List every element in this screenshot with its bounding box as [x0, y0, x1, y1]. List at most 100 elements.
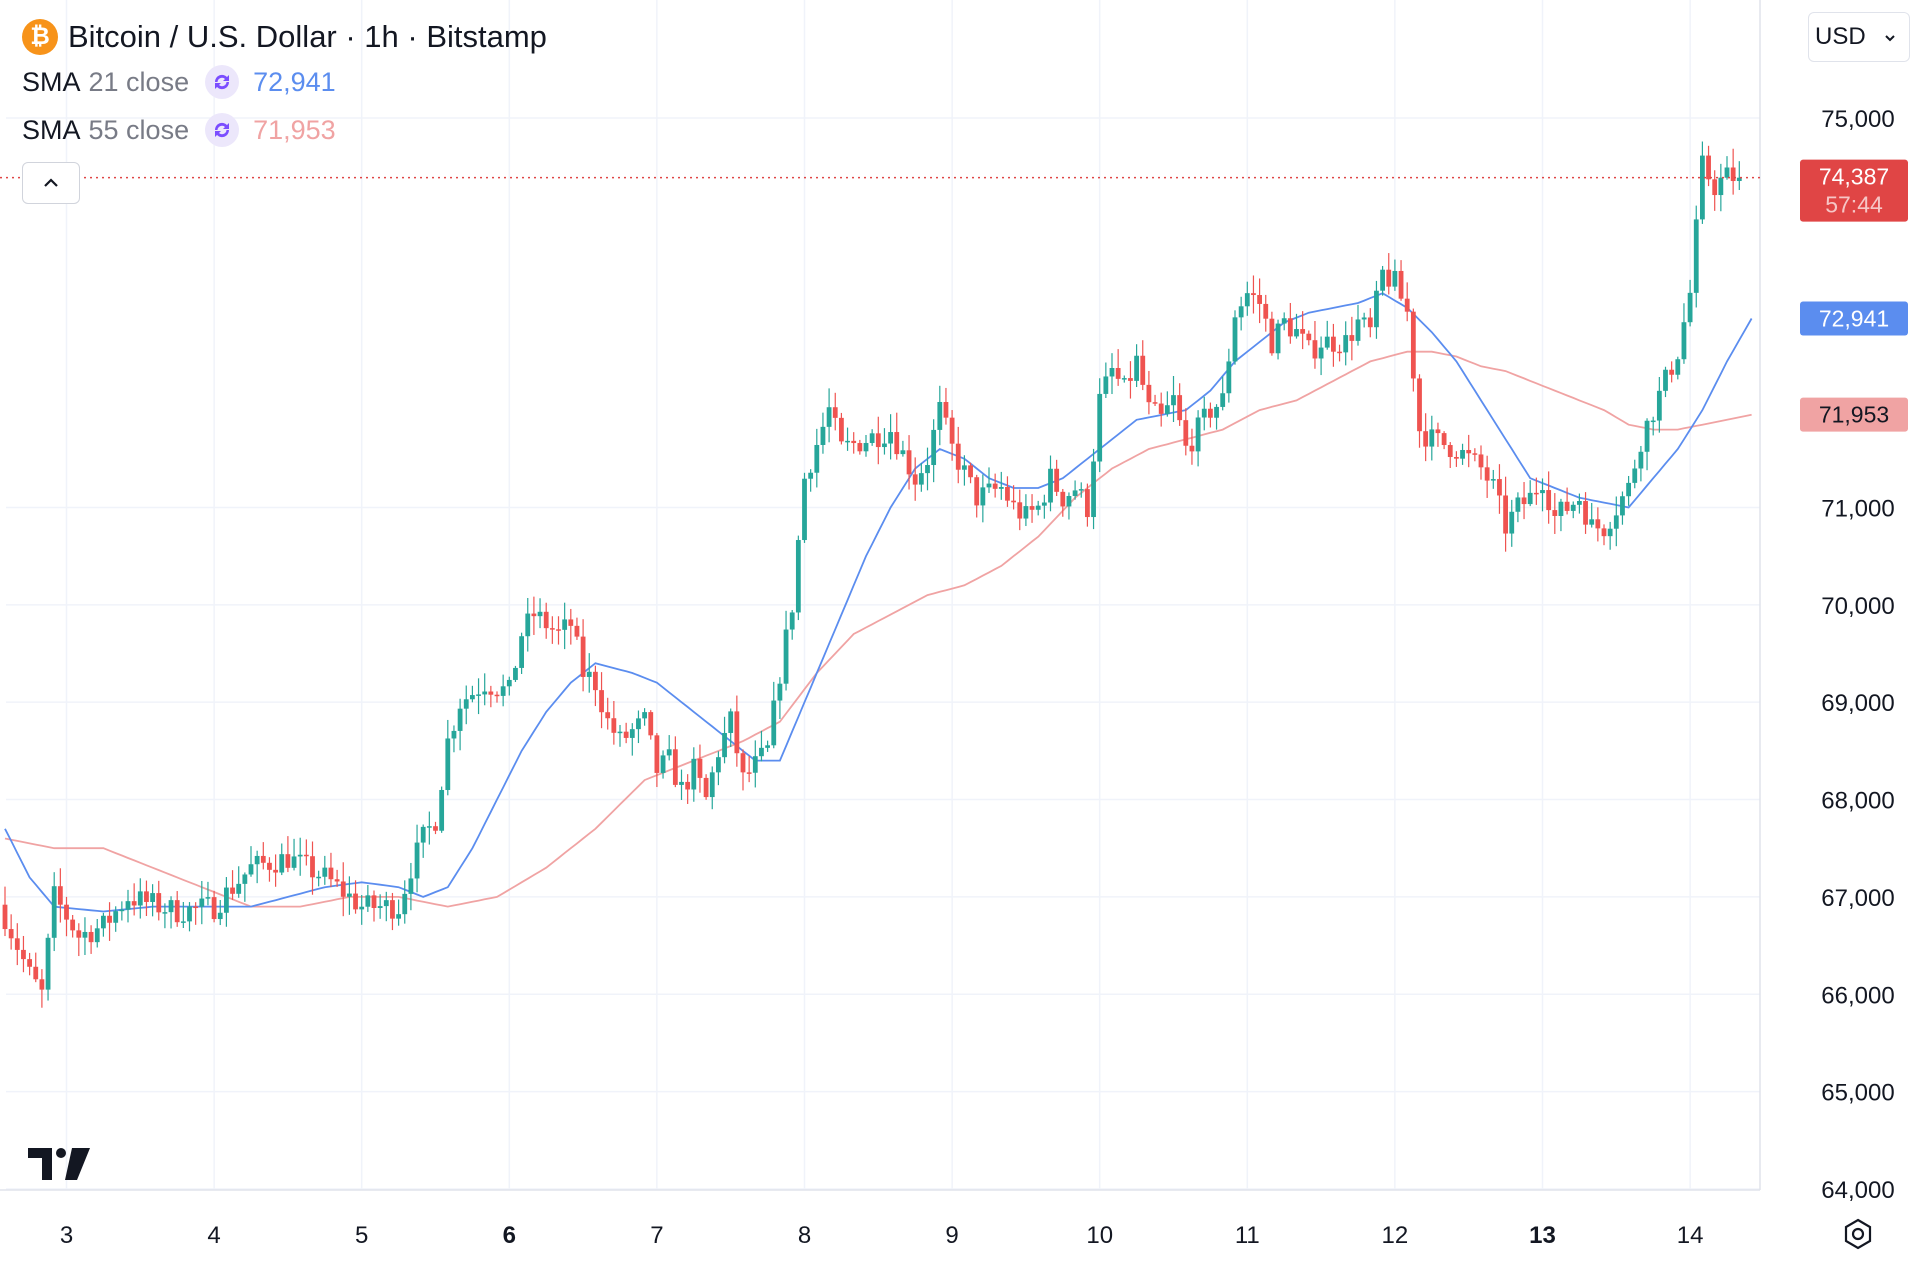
candle	[549, 616, 555, 644]
candle	[420, 824, 426, 858]
candle	[746, 755, 752, 783]
chevron-up-icon	[44, 178, 58, 187]
candle	[359, 894, 365, 925]
candle	[593, 665, 598, 707]
candle	[27, 952, 32, 976]
candle	[150, 884, 155, 917]
candle	[808, 469, 814, 492]
y-tick-label: 66,000	[1821, 982, 1894, 1009]
candle	[839, 412, 844, 445]
candle	[45, 933, 51, 1001]
candle	[1577, 493, 1582, 514]
y-tick-label: 68,000	[1821, 788, 1894, 815]
candle	[144, 880, 149, 916]
candle	[408, 862, 414, 911]
x-tick-label: 12	[1382, 1222, 1409, 1249]
refresh-icon[interactable]	[205, 113, 240, 147]
candle	[937, 385, 943, 446]
candle	[1263, 294, 1269, 332]
candle	[230, 870, 235, 900]
candle	[1361, 312, 1367, 328]
candle	[119, 901, 125, 921]
candle	[402, 880, 408, 924]
indicator-sma21[interactable]: SMA 21 close 72,941	[22, 58, 547, 106]
y-tick-label: 65,000	[1821, 1080, 1894, 1107]
candle	[162, 903, 168, 929]
candle	[1232, 310, 1238, 365]
candle	[617, 724, 623, 747]
candle	[556, 616, 561, 645]
candle	[986, 467, 992, 493]
indicator-sma55[interactable]: SMA 55 close 71,953	[22, 106, 547, 154]
candle	[445, 719, 451, 796]
refresh-icon[interactable]	[205, 65, 240, 99]
candle	[734, 695, 740, 767]
y-tick-label: 64,000	[1821, 1177, 1894, 1204]
candle	[1497, 464, 1502, 514]
candle	[580, 619, 586, 692]
candle	[426, 811, 432, 845]
candle	[1244, 281, 1250, 316]
candle	[666, 735, 672, 761]
candle	[248, 846, 254, 877]
candle	[482, 673, 488, 706]
indicator-params: 55 close	[88, 114, 190, 145]
candle	[8, 914, 14, 950]
candle	[1140, 340, 1146, 391]
candle	[685, 774, 691, 804]
candle	[1669, 361, 1675, 383]
candle	[1091, 448, 1096, 530]
candle	[820, 412, 826, 454]
tradingview-logo[interactable]	[28, 1148, 92, 1180]
candle	[1509, 499, 1515, 547]
candles	[2, 141, 1742, 1008]
candle	[1220, 376, 1226, 411]
candle	[156, 880, 162, 921]
time-axis: 3 4 5 6 7 8 9 10 11 12 13 14	[60, 1222, 1704, 1249]
candle	[1607, 521, 1613, 550]
candle	[703, 774, 709, 800]
candle	[1097, 378, 1103, 473]
candle	[1281, 312, 1287, 331]
candle	[752, 740, 758, 788]
candle	[1005, 476, 1010, 507]
sma21-axis-value: 72,941	[1819, 305, 1889, 331]
candle	[943, 387, 949, 425]
x-tick-label: 9	[945, 1222, 958, 1249]
x-tick-label: 13	[1529, 1222, 1556, 1249]
candle	[672, 736, 678, 788]
symbol-title-row[interactable]: ₿ Bitcoin / U.S. Dollar · 1h · Bitstamp	[22, 16, 547, 58]
candle	[1521, 482, 1527, 520]
chart-settings-icon[interactable]	[1840, 1216, 1876, 1252]
collapse-legend-button[interactable]	[22, 162, 80, 204]
candle	[1595, 507, 1601, 542]
candle	[1460, 443, 1465, 465]
price-axis: 75,000 71,000 70,000 69,000 68,000 67,000 66,0…	[1821, 106, 1894, 1204]
candle	[1447, 442, 1453, 468]
candle	[586, 653, 592, 693]
candle	[709, 766, 715, 810]
indicator-params: 21 close	[88, 66, 190, 97]
candle	[543, 602, 549, 639]
currency-select[interactable]: USD	[1808, 12, 1910, 62]
candle	[199, 880, 205, 925]
candle	[882, 428, 887, 455]
x-tick-label: 14	[1677, 1222, 1704, 1249]
candle	[1650, 416, 1656, 436]
candle	[205, 881, 211, 906]
candle	[390, 892, 395, 931]
candle	[795, 535, 801, 621]
last-price-value: 74,387	[1819, 164, 1889, 190]
candle	[1109, 353, 1115, 395]
candle	[1324, 320, 1330, 350]
candle	[1404, 282, 1410, 322]
candle	[1503, 476, 1508, 552]
candle	[925, 447, 930, 491]
candle	[789, 609, 795, 640]
chevron-down-icon	[1885, 35, 1895, 42]
x-tick-label: 4	[207, 1222, 220, 1249]
candle	[771, 681, 777, 749]
indicator-name: SMA	[22, 114, 81, 145]
